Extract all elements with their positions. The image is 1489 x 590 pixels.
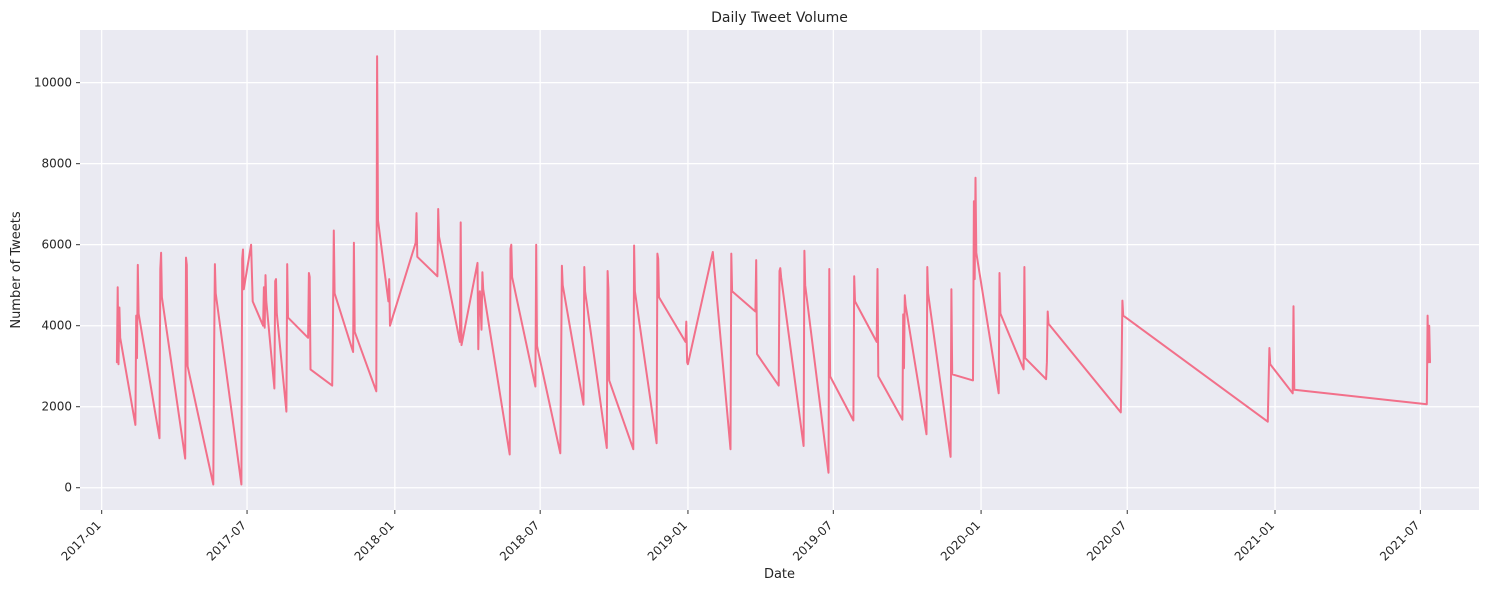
x-axis-label: Date bbox=[764, 567, 795, 582]
x-tick-label: 2017-07 bbox=[204, 518, 249, 563]
y-tick-label: 0 bbox=[64, 481, 72, 495]
y-axis-label: Number of Tweets bbox=[9, 211, 24, 329]
y-tick-label: 10000 bbox=[34, 76, 72, 90]
y-tick-label: 2000 bbox=[41, 400, 72, 414]
y-axis-ticks: 0 2000 4000 6000 8000 10000 bbox=[34, 76, 80, 495]
y-tick-label: 8000 bbox=[41, 157, 72, 171]
chart-title: Daily Tweet Volume bbox=[711, 10, 848, 26]
x-tick-label: 2021-01 bbox=[1232, 518, 1277, 563]
x-tick-label: 2019-01 bbox=[645, 518, 690, 563]
y-tick-label: 6000 bbox=[41, 238, 72, 252]
x-tick-label: 2021-07 bbox=[1377, 518, 1422, 563]
x-tick-label: 2020-01 bbox=[938, 518, 983, 563]
x-tick-label: 2018-01 bbox=[352, 518, 397, 563]
x-tick-label: 2019-07 bbox=[790, 518, 835, 563]
y-tick-label: 4000 bbox=[41, 319, 72, 333]
series-group bbox=[115, 55, 1431, 486]
x-tick-label: 2017-01 bbox=[58, 518, 103, 563]
x-tick-label: 2018-07 bbox=[497, 518, 542, 563]
x-axis-ticks: 2017-01 2017-07 2018-01 2018-07 2019-01 2019-… bbox=[58, 510, 1422, 564]
series-line bbox=[115, 55, 1431, 486]
grid bbox=[80, 30, 1479, 510]
x-tick-label: 2020-07 bbox=[1084, 518, 1129, 563]
